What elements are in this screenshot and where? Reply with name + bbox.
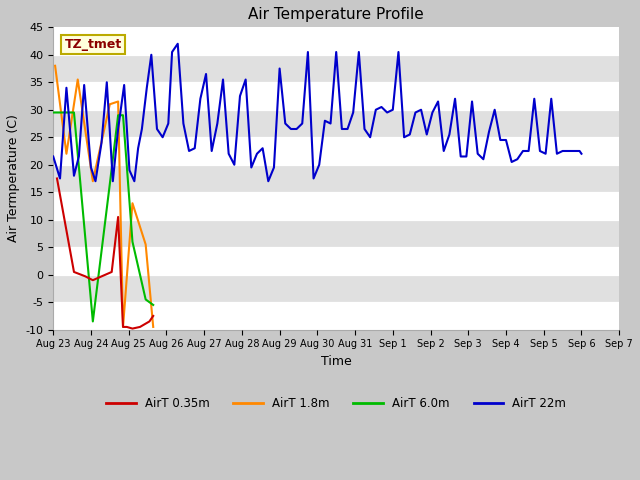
Text: TZ_tmet: TZ_tmet	[65, 38, 122, 51]
Bar	[53, 55, 619, 82]
Bar	[53, 302, 619, 330]
Bar	[53, 220, 619, 247]
Title: Air Temperature Profile: Air Temperature Profile	[248, 7, 424, 22]
X-axis label: Time: Time	[321, 355, 351, 368]
Bar	[53, 82, 619, 110]
Bar	[53, 110, 619, 137]
Bar	[53, 275, 619, 302]
Bar	[53, 137, 619, 165]
Bar	[53, 27, 619, 55]
Bar	[53, 165, 619, 192]
Legend: AirT 0.35m, AirT 1.8m, AirT 6.0m, AirT 22m: AirT 0.35m, AirT 1.8m, AirT 6.0m, AirT 2…	[101, 392, 571, 415]
Y-axis label: Air Termperature (C): Air Termperature (C)	[7, 115, 20, 242]
Bar	[53, 192, 619, 220]
Bar	[53, 247, 619, 275]
